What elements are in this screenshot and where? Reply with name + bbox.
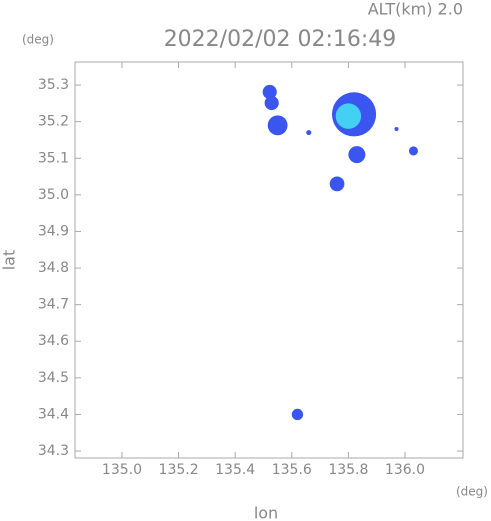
y-tick-label: 35.1 [38,150,69,166]
echo-cell [329,176,345,192]
echo-cell [267,115,288,136]
altitude-label: ALT(km) 2.0 [368,0,463,19]
y-tick-label: 35.3 [38,77,69,93]
y-unit: (deg) [22,33,54,47]
x-tick-label: 135.0 [102,462,142,478]
echo-cell [394,126,399,131]
y-tick-label: 35.2 [38,114,69,130]
echo-cell [306,130,312,136]
echo-cell [264,95,279,111]
echo-cell [348,146,366,164]
y-tick-label: 35.0 [38,187,69,203]
x-tick-label: 135.4 [215,462,255,478]
x-tick-label: 135.8 [328,462,368,478]
x-unit: (deg) [456,485,488,499]
x-tick-label: 135.6 [272,462,312,478]
echo-cell [262,84,277,100]
echo-cell [408,146,419,156]
y-tick-label: 34.5 [38,370,69,386]
plot-frame [74,61,464,459]
x-tick-label: 135.2 [159,462,199,478]
echo-cell [335,103,362,129]
y-axis-label: lat [0,250,19,271]
y-tick-label: 34.4 [38,406,69,422]
x-axis-label: lon [254,504,278,521]
echo-cell [291,408,304,421]
y-tick-label: 34.6 [38,333,69,349]
y-tick-label: 34.9 [38,223,69,239]
chart-title: 2022/02/02 02:16:49 [164,27,397,52]
y-tick-label: 34.7 [38,297,69,313]
y-tick-label: 34.3 [38,443,69,459]
y-tick-label: 34.8 [38,260,69,276]
x-tick-label: 136.0 [385,462,425,478]
